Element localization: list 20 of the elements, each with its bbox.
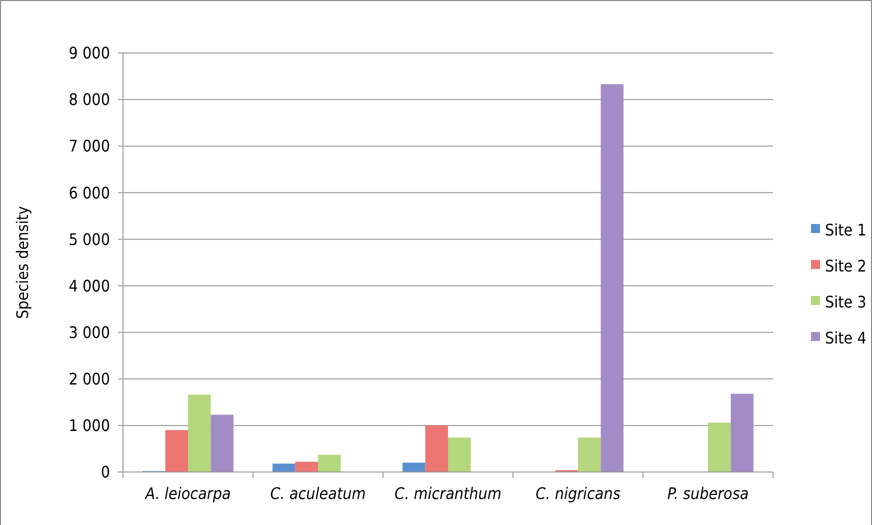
y-axis-title: Species density (13, 206, 32, 319)
legend-label: Site 2 (825, 256, 866, 276)
y-tick-label: 7 000 (68, 136, 110, 156)
y-tick-label: 2 000 (68, 369, 110, 388)
legend-label: Site 4 (825, 328, 866, 348)
x-tick-label: P. suberosa (667, 484, 749, 503)
x-tick-label: A. leiocarpa (144, 484, 231, 503)
y-tick-label: 0 (100, 462, 110, 482)
y-tick-label: 3 000 (68, 322, 110, 342)
y-tick-label: 1 000 (68, 416, 110, 436)
x-tick-label: C. aculeatum (270, 484, 366, 503)
x-tick-label: C. micranthum (394, 484, 502, 503)
legend-label: Site 1 (825, 220, 866, 240)
y-tick-label: 9 000 (68, 44, 110, 63)
y-tick-label: 6 000 (68, 183, 110, 202)
x-tick-label: C. nigricans (536, 484, 621, 503)
y-tick-label: 8 000 (68, 90, 110, 110)
legend-label: Site 3 (825, 292, 866, 312)
y-tick-label: 4 000 (68, 276, 110, 296)
y-tick-label: 5 000 (68, 230, 110, 249)
